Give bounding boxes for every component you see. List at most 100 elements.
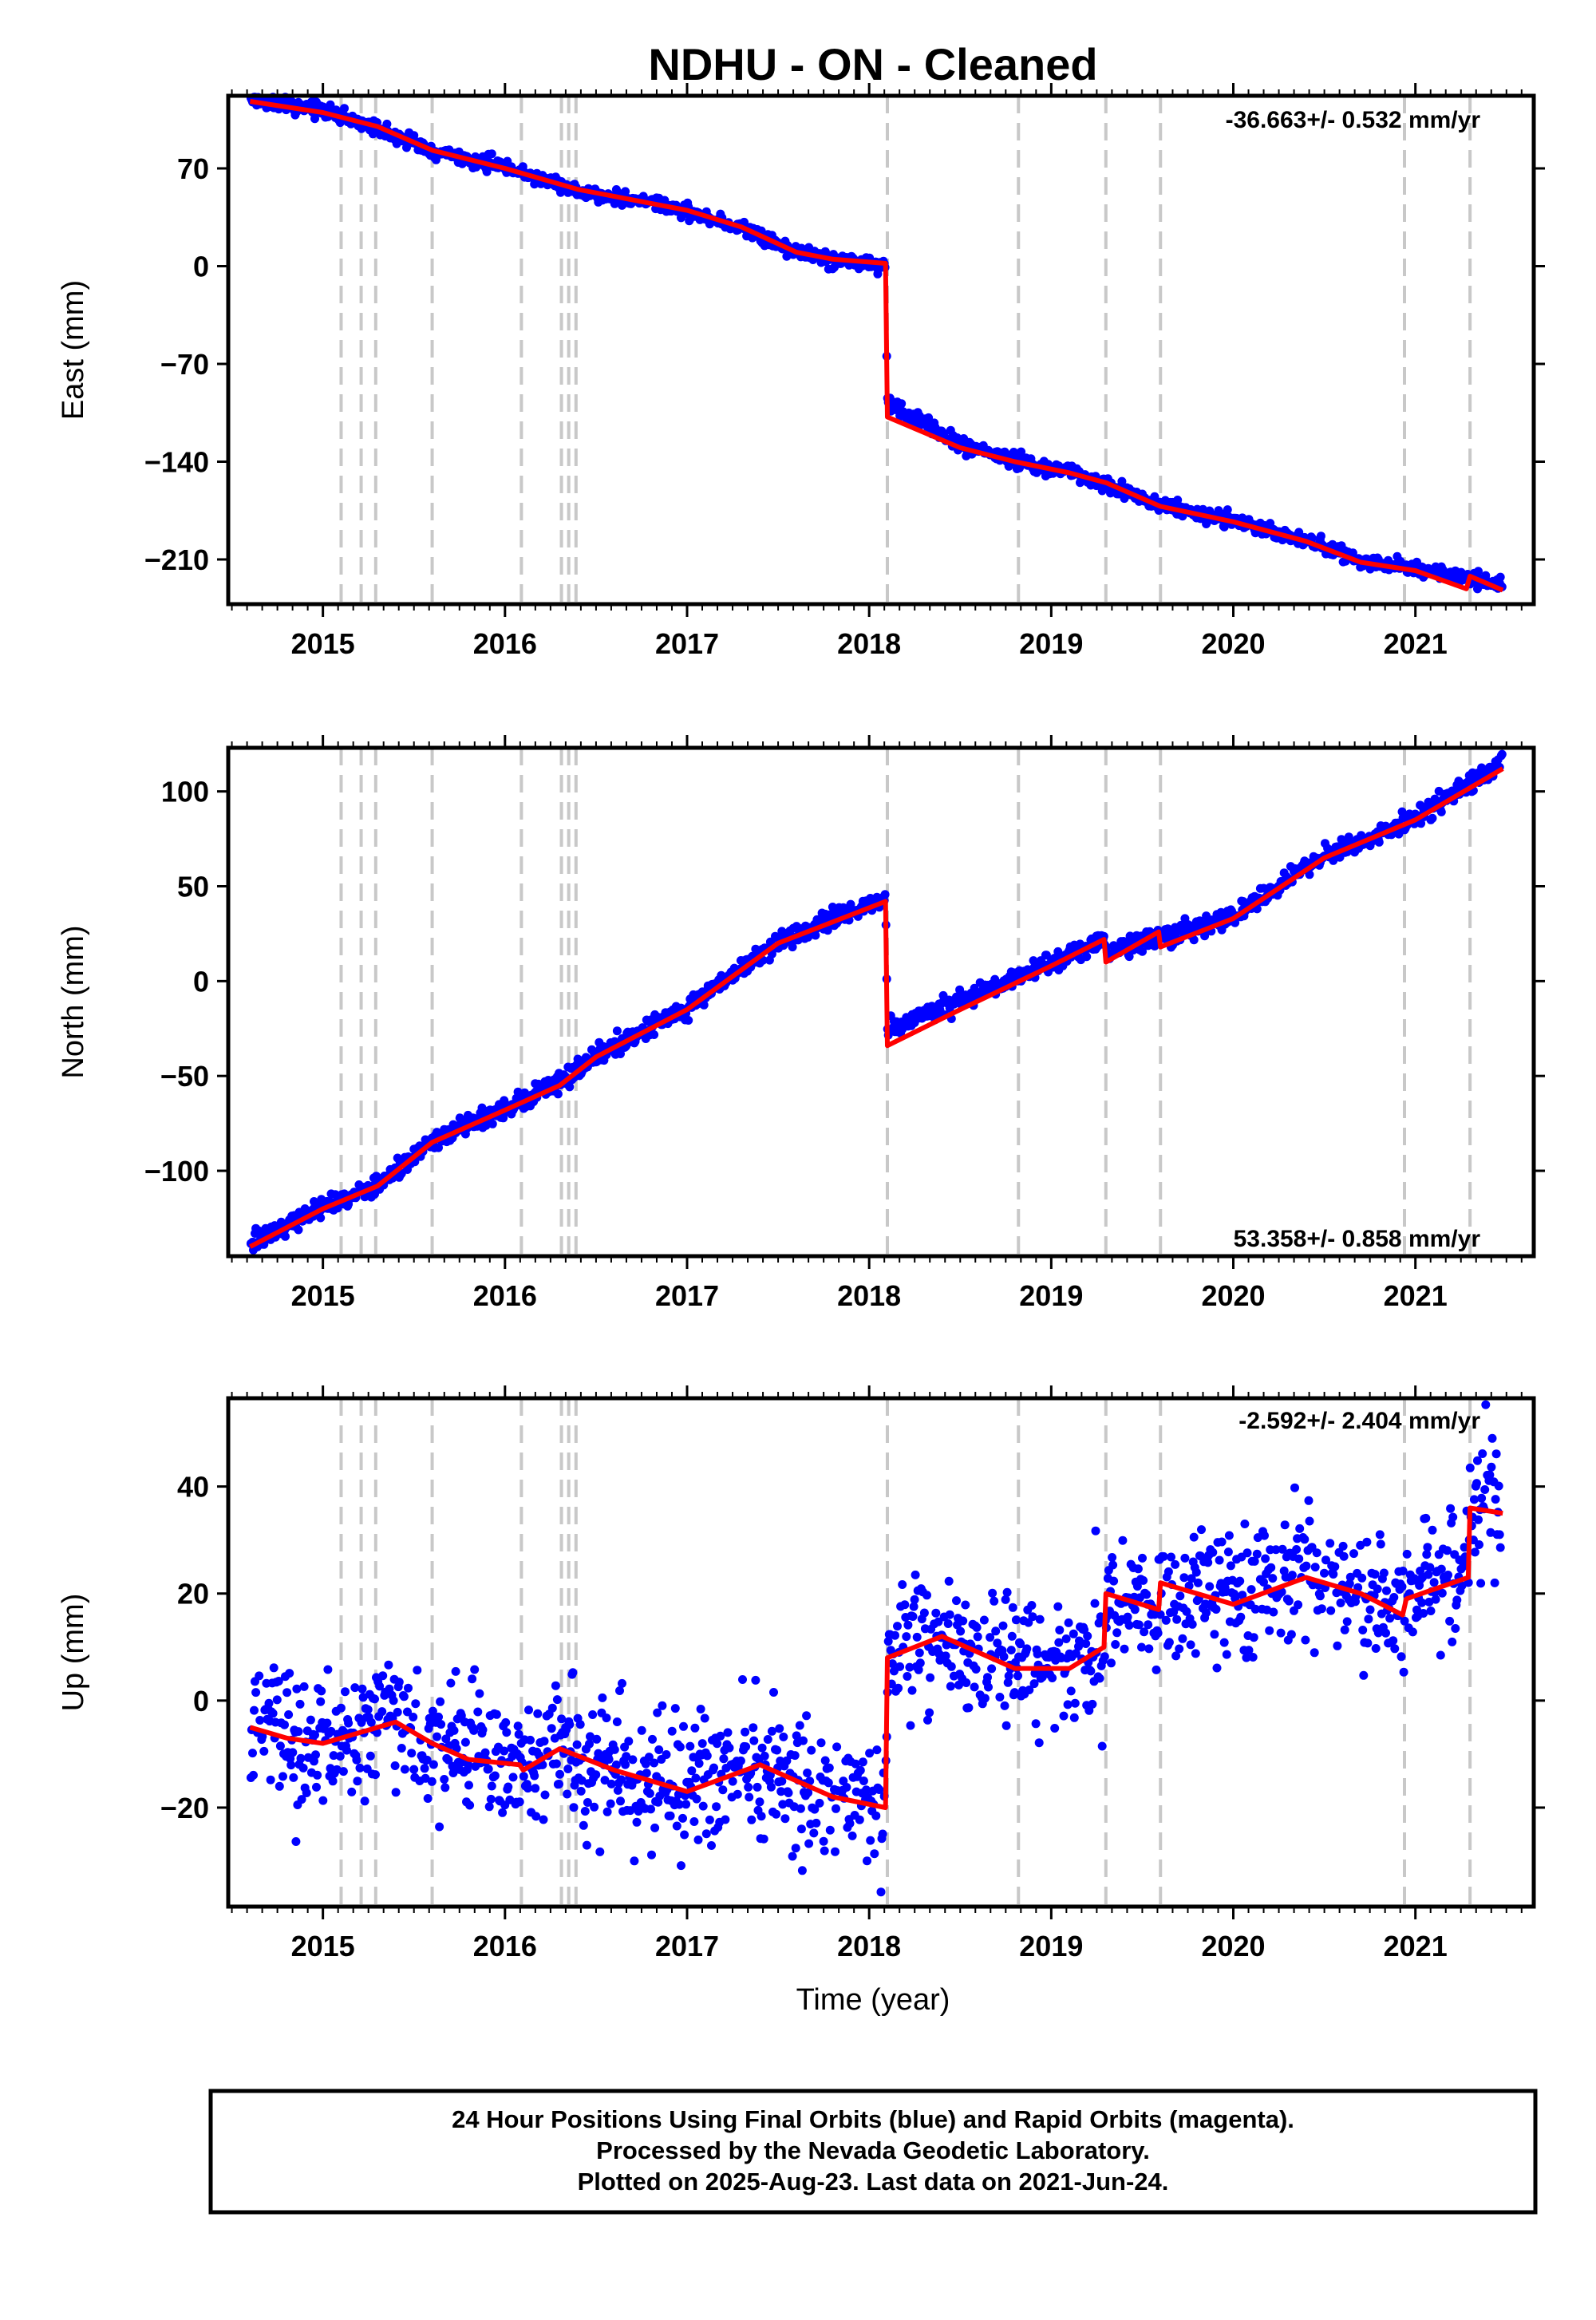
data-point — [490, 1771, 500, 1781]
y-tick-label: 50 — [177, 871, 209, 903]
data-point — [1109, 1576, 1119, 1586]
data-point — [610, 1745, 619, 1754]
data-point — [464, 1760, 472, 1769]
data-point — [701, 1829, 711, 1839]
data-point — [832, 1742, 842, 1752]
data-point — [1307, 533, 1317, 543]
data-point — [592, 1734, 602, 1744]
data-point — [484, 1765, 493, 1774]
data-point — [1399, 1667, 1408, 1677]
data-point — [444, 1755, 453, 1765]
data-point — [1075, 1636, 1084, 1646]
data-point — [803, 1769, 812, 1777]
data-point — [317, 1686, 326, 1696]
data-point — [612, 1717, 622, 1726]
data-point — [434, 1712, 443, 1721]
data-point — [1491, 1495, 1500, 1504]
data-point — [469, 1725, 479, 1735]
data-point — [1459, 1562, 1468, 1571]
data-point — [878, 1829, 887, 1839]
data-point — [1465, 1463, 1475, 1472]
data-point — [366, 1717, 376, 1727]
data-point — [674, 1800, 684, 1809]
data-point — [1376, 1539, 1385, 1549]
x-tick-label: 2021 — [1384, 1279, 1448, 1312]
data-point — [268, 1709, 278, 1718]
data-point — [681, 1800, 691, 1809]
data-point — [1000, 1701, 1009, 1710]
data-point — [678, 1813, 687, 1823]
data-point — [1001, 1595, 1010, 1604]
data-point — [1370, 1570, 1380, 1579]
data-point — [524, 1705, 533, 1715]
data-point — [1409, 1574, 1419, 1583]
data-point — [855, 1765, 865, 1775]
data-point — [355, 1763, 365, 1773]
data-point — [697, 1739, 707, 1749]
data-point — [1193, 1578, 1203, 1587]
data-point — [1472, 1479, 1481, 1488]
model-fit-line — [249, 1505, 1503, 1810]
data-point — [782, 1756, 792, 1765]
data-point — [648, 1734, 657, 1744]
data-point — [1426, 1607, 1436, 1615]
data-point — [991, 1626, 1001, 1636]
y-tick-label: 0 — [193, 251, 209, 283]
data-point — [341, 1687, 350, 1697]
data-point — [1437, 1588, 1447, 1598]
data-point — [312, 1782, 321, 1792]
data-point — [1385, 1614, 1395, 1623]
data-point — [427, 1777, 437, 1786]
data-point — [866, 1836, 875, 1845]
data-point — [513, 1721, 523, 1731]
data-point — [286, 1761, 296, 1770]
data-point — [990, 1596, 999, 1606]
data-point — [1286, 1630, 1296, 1639]
data-point — [934, 1617, 943, 1626]
data-point — [531, 1812, 541, 1821]
data-point — [255, 1671, 264, 1681]
data-point — [970, 1682, 979, 1692]
data-point — [604, 1755, 614, 1764]
data-point — [612, 1026, 622, 1036]
data-point — [413, 1666, 422, 1675]
x-tick-label: 2021 — [1384, 1930, 1448, 1962]
y-tick-label: 20 — [177, 1578, 209, 1611]
data-point — [1276, 1628, 1286, 1638]
data-point — [804, 1839, 814, 1848]
data-point — [667, 1726, 677, 1736]
y-tick-label: 40 — [177, 1471, 209, 1504]
data-point — [1477, 1493, 1487, 1503]
data-point — [551, 1759, 561, 1769]
data-point — [583, 1798, 592, 1807]
data-point — [1417, 1598, 1427, 1607]
data-point — [576, 1786, 586, 1796]
data-point — [498, 1808, 508, 1817]
data-point — [980, 1694, 990, 1703]
data-point — [1217, 1537, 1227, 1547]
data-point — [1016, 1639, 1025, 1649]
data-point — [1362, 1537, 1372, 1547]
data-point — [1469, 1495, 1479, 1504]
data-point — [1330, 1562, 1340, 1571]
data-point — [694, 1759, 704, 1769]
data-point — [580, 1807, 590, 1816]
data-point — [1071, 1649, 1080, 1658]
data-point — [1197, 1525, 1206, 1535]
data-point — [1349, 1549, 1358, 1559]
data-point — [716, 1731, 725, 1741]
y-tick-label: −70 — [160, 348, 209, 381]
data-point — [1321, 1555, 1330, 1565]
data-point — [876, 1887, 886, 1897]
data-point — [973, 1632, 982, 1642]
data-point — [632, 1817, 642, 1827]
data-point — [468, 1674, 477, 1684]
data-point — [776, 1787, 786, 1796]
data-point — [628, 1755, 638, 1765]
data-point — [887, 1659, 897, 1669]
data-point — [296, 1753, 306, 1763]
data-point — [709, 1763, 718, 1773]
data-point — [779, 1732, 788, 1741]
data-point — [266, 1775, 275, 1784]
